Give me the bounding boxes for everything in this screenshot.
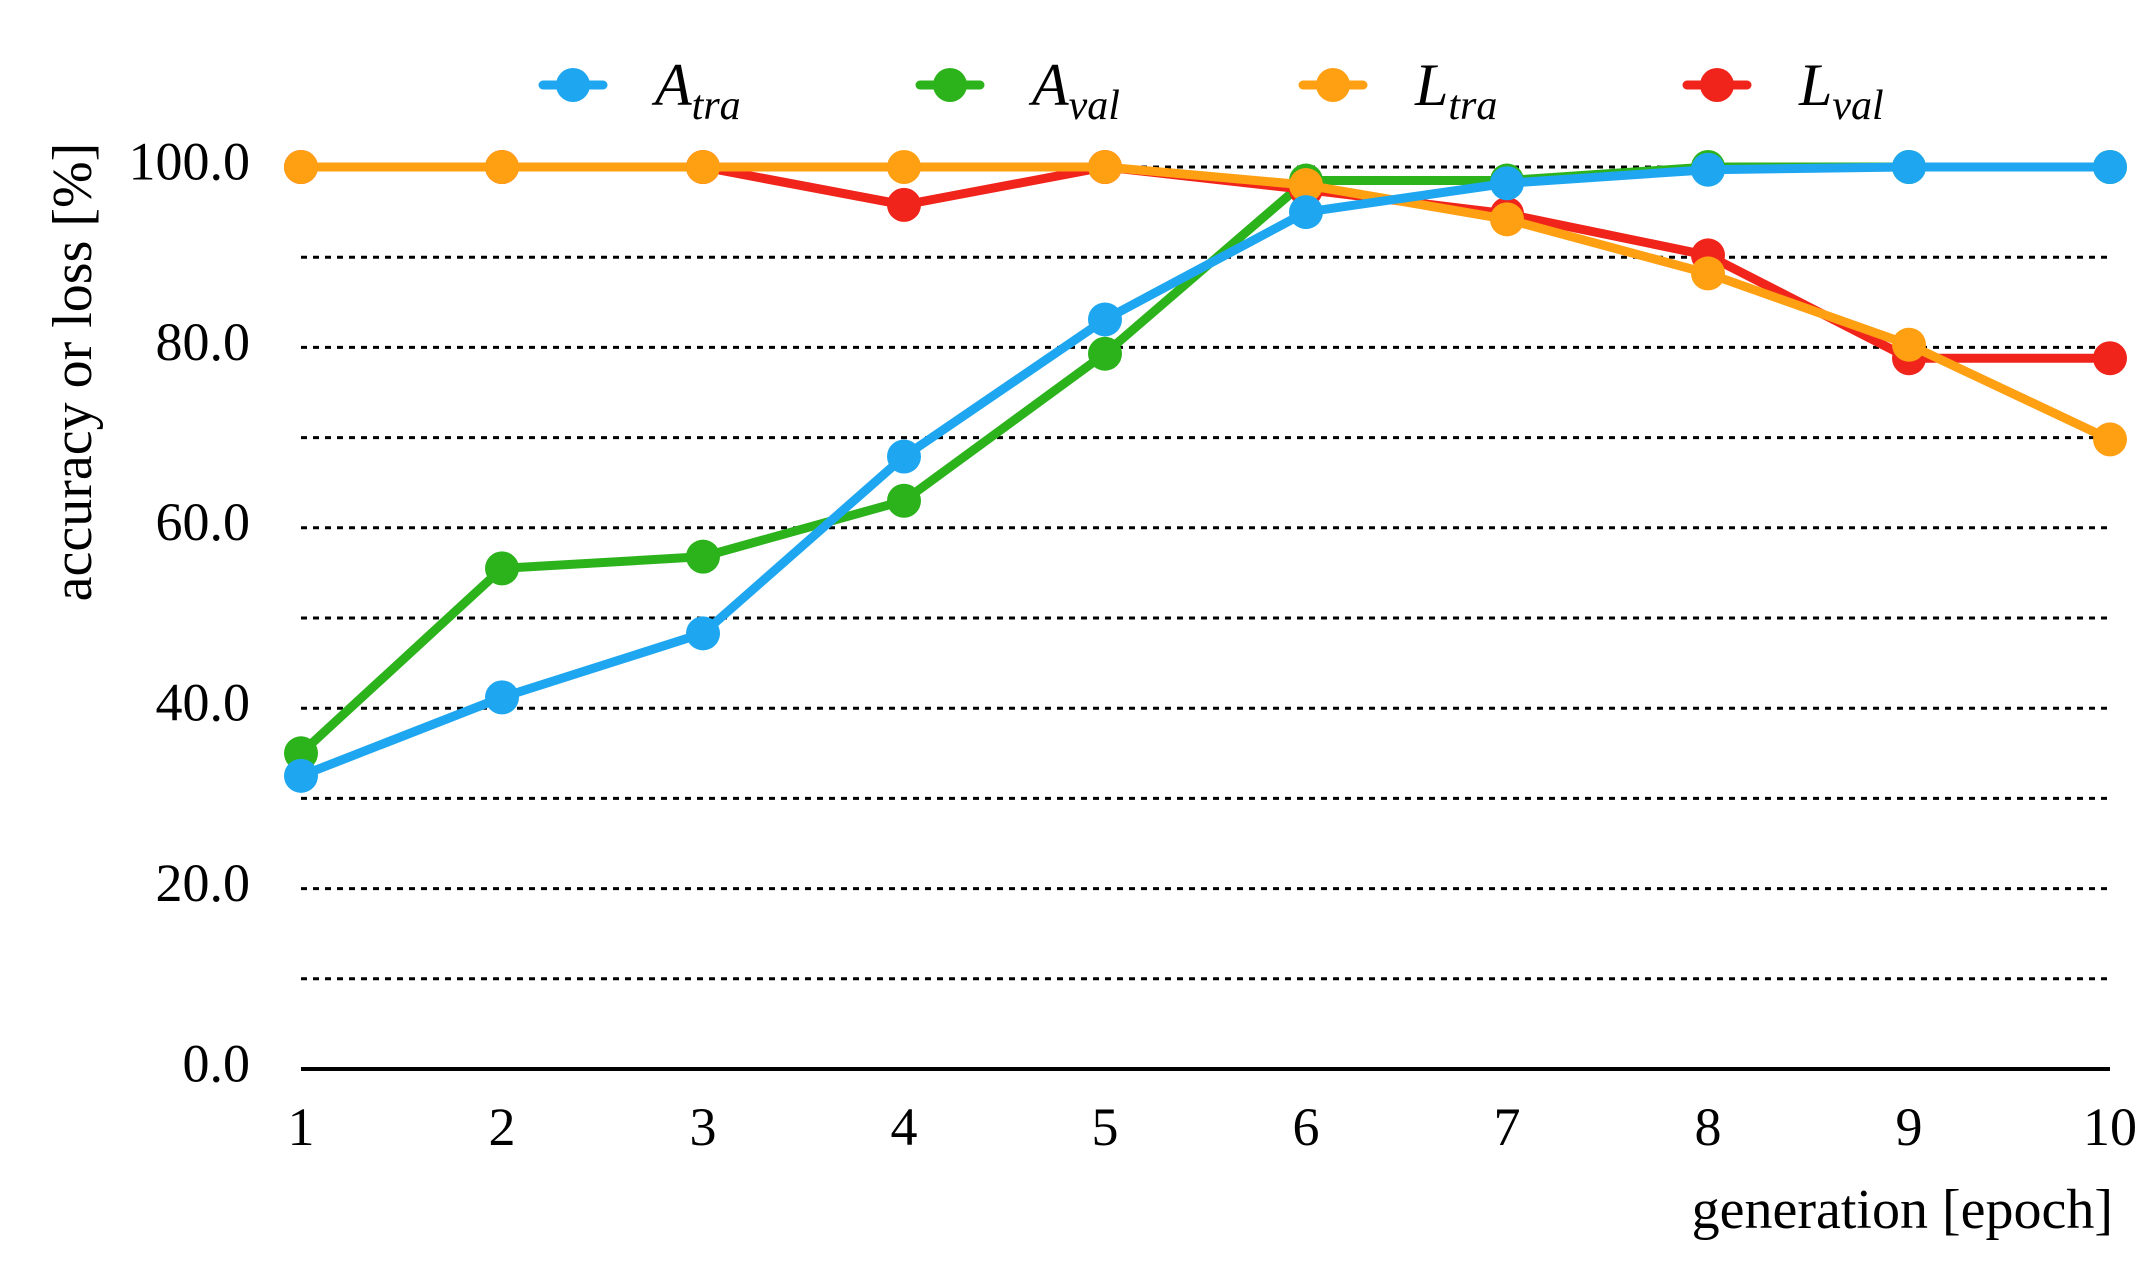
gridlines: [301, 165, 2110, 981]
x-tick-label: 6: [1293, 1097, 1320, 1157]
legend-marker: [1700, 68, 1734, 102]
data-point: [284, 758, 318, 793]
x-tick-label: 1: [288, 1097, 315, 1157]
legend-marker: [933, 68, 967, 102]
data-point: [2093, 150, 2127, 184]
data-point: [1289, 168, 1323, 203]
legend-item-l-val: Lval: [1682, 52, 1884, 129]
data-point: [2093, 422, 2127, 457]
x-tick-label: 9: [1896, 1097, 1923, 1157]
data-point: [1691, 152, 1725, 187]
y-tick-label: 20.0: [156, 853, 251, 913]
series-group: [284, 150, 2127, 793]
x-tick-label: 2: [489, 1097, 516, 1157]
data-point: [887, 187, 921, 222]
series-line: [296, 162, 2115, 444]
data-point: [485, 150, 519, 184]
data-point: [1088, 150, 1122, 184]
data-point: [1289, 195, 1323, 230]
x-tick-label: 8: [1695, 1097, 1722, 1157]
x-tick-label: 10: [2083, 1097, 2137, 1157]
y-tick-label: 40.0: [156, 673, 251, 733]
legend-label: Aval: [1028, 52, 1120, 129]
legend-item-a-tra: Atra: [538, 52, 741, 129]
series-l-tra: [284, 150, 2127, 457]
data-point: [485, 551, 519, 586]
series-a-tra: [284, 150, 2127, 793]
data-point: [2093, 341, 2127, 376]
y-tick-label: 60.0: [156, 492, 251, 552]
data-point: [686, 150, 720, 184]
legend-marker: [1316, 68, 1350, 102]
axes: 0.0 20.0 40.0 60.0 80.0 100.0 1 2 3 4 5 6 7 8 9 10: [129, 131, 2138, 1157]
x-axis-title: generation [epoch]: [1692, 1179, 2113, 1241]
y-tick-label: 0.0: [183, 1033, 251, 1093]
data-point: [887, 439, 921, 474]
data-point: [686, 616, 720, 651]
data-point: [284, 150, 318, 184]
data-point: [1691, 256, 1725, 291]
data-point: [485, 680, 519, 715]
y-axis-title: accuracy or loss [%]: [42, 143, 104, 602]
legend-marker: [556, 68, 590, 102]
data-point: [1490, 166, 1524, 201]
x-tick-label: 4: [891, 1097, 918, 1157]
legend-label: Ltra: [1414, 52, 1497, 129]
legend-label: Lval: [1798, 52, 1884, 129]
y-tick-label: 100.0: [129, 131, 251, 191]
legend-item-l-tra: Ltra: [1298, 52, 1497, 129]
data-point: [1892, 327, 1926, 362]
legend-item-a-val: Aval: [915, 52, 1120, 129]
data-point: [1892, 150, 1926, 184]
x-tick-label: 5: [1092, 1097, 1119, 1157]
legend-label: Atra: [651, 52, 741, 129]
data-point: [686, 539, 720, 574]
y-tick-label: 80.0: [156, 312, 251, 372]
x-tick-label: 7: [1494, 1097, 1521, 1157]
legend: Atra Aval Ltra Lval: [538, 52, 1884, 129]
x-tick-label: 3: [690, 1097, 717, 1157]
data-point: [1490, 202, 1524, 237]
series-line: [296, 162, 2115, 781]
data-point: [1088, 336, 1122, 371]
series-line: [296, 162, 2115, 758]
data-point: [887, 483, 921, 518]
data-point: [887, 150, 921, 184]
data-point: [1088, 302, 1122, 337]
